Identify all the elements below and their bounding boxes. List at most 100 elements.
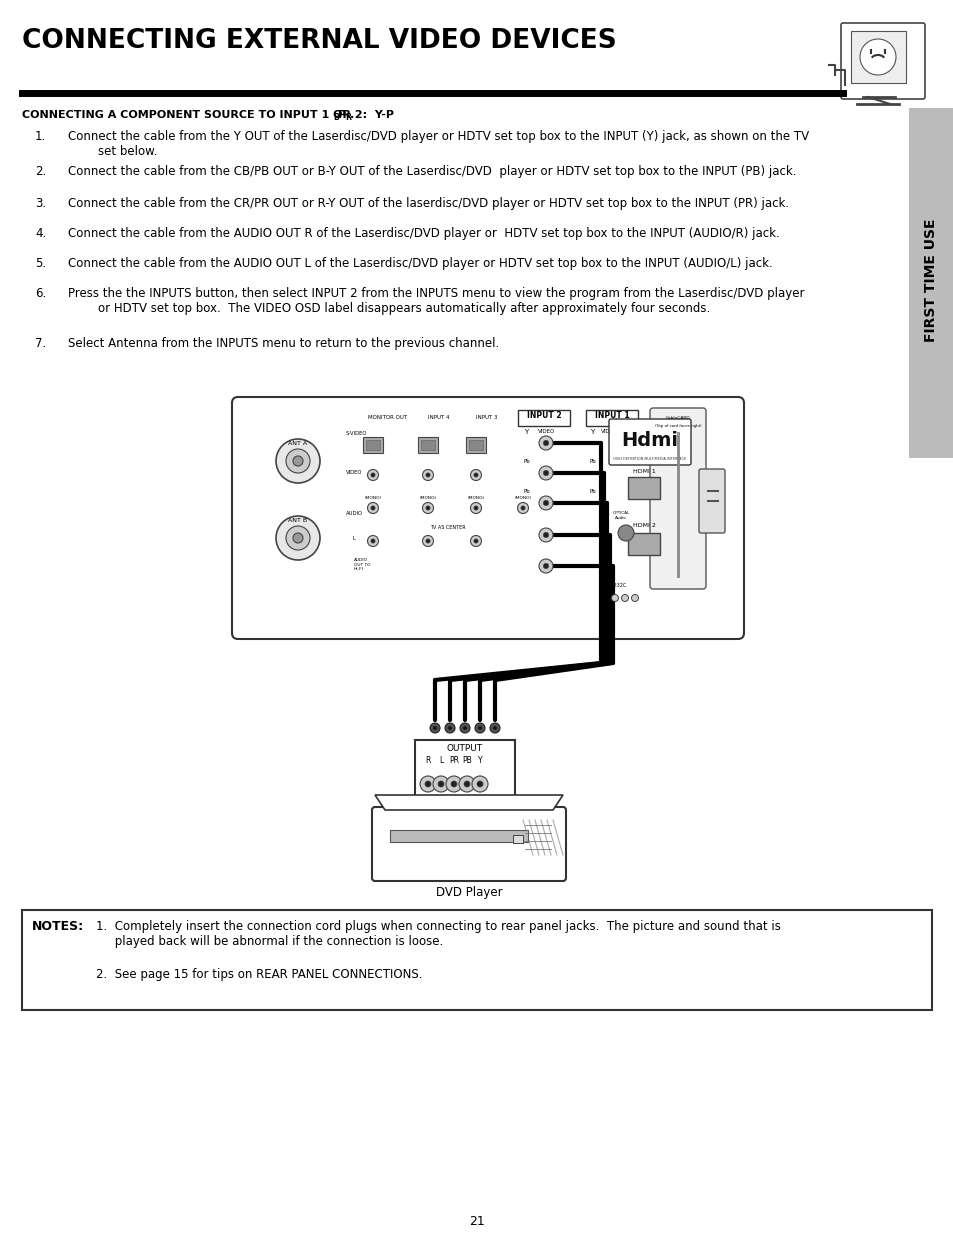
Circle shape	[538, 466, 553, 480]
Text: NOTES:: NOTES:	[32, 920, 84, 932]
Circle shape	[538, 529, 553, 542]
Bar	[363, 437, 382, 453]
Text: P: P	[337, 110, 346, 120]
Bar	[390, 830, 527, 842]
Text: L: L	[353, 536, 355, 541]
Circle shape	[422, 503, 433, 514]
Text: R: R	[425, 756, 430, 764]
Circle shape	[520, 506, 524, 510]
Circle shape	[543, 441, 548, 446]
Circle shape	[543, 563, 548, 568]
Circle shape	[631, 594, 638, 601]
FancyBboxPatch shape	[699, 469, 724, 534]
Circle shape	[474, 473, 477, 477]
Circle shape	[371, 473, 375, 477]
Text: 4.: 4.	[35, 227, 46, 240]
Text: .: .	[350, 110, 354, 120]
Text: VIDEO: VIDEO	[537, 429, 555, 433]
Circle shape	[422, 536, 433, 547]
Text: 5.: 5.	[35, 257, 46, 270]
Text: (MONO): (MONO)	[514, 496, 531, 500]
Text: PR: PR	[449, 756, 458, 764]
Circle shape	[371, 538, 375, 543]
Text: Connect the cable from the CB/PB OUT or B-Y OUT of the Laserdisc/DVD  player or : Connect the cable from the CB/PB OUT or …	[68, 165, 796, 178]
Text: 3.: 3.	[35, 198, 46, 210]
Circle shape	[543, 500, 548, 505]
FancyBboxPatch shape	[649, 408, 705, 589]
Text: 1.: 1.	[35, 130, 46, 143]
Bar	[469, 440, 482, 450]
Circle shape	[620, 594, 628, 601]
Bar	[366, 440, 379, 450]
Circle shape	[543, 532, 548, 537]
Text: RS232C: RS232C	[607, 583, 626, 588]
Circle shape	[367, 503, 378, 514]
Circle shape	[286, 526, 310, 550]
Circle shape	[446, 776, 461, 792]
Circle shape	[451, 781, 456, 787]
Circle shape	[538, 436, 553, 450]
Text: INPUT 4: INPUT 4	[428, 415, 449, 420]
Text: DVD Player: DVD Player	[436, 885, 502, 899]
Text: ANT A: ANT A	[288, 441, 307, 446]
Text: MONITOR OUT: MONITOR OUT	[368, 415, 407, 420]
Circle shape	[433, 776, 449, 792]
FancyBboxPatch shape	[841, 23, 924, 99]
Circle shape	[367, 536, 378, 547]
Text: HDMI 2: HDMI 2	[632, 522, 655, 529]
Circle shape	[538, 559, 553, 573]
Circle shape	[470, 469, 481, 480]
Text: 2.: 2.	[35, 165, 46, 178]
Circle shape	[293, 534, 303, 543]
Text: INPUT 2: INPUT 2	[526, 411, 560, 420]
Text: L: L	[438, 756, 442, 764]
Text: (MONO): (MONO)	[419, 496, 436, 500]
Circle shape	[424, 781, 431, 787]
Bar	[627, 534, 659, 555]
Text: PB: PB	[461, 756, 472, 764]
Bar	[415, 740, 515, 798]
Text: OUTPUT: OUTPUT	[446, 743, 482, 753]
Text: 7.: 7.	[35, 337, 46, 350]
Text: AUDIO: AUDIO	[346, 511, 363, 516]
Text: ANT B: ANT B	[288, 517, 307, 522]
Circle shape	[433, 726, 436, 730]
Circle shape	[477, 726, 481, 730]
Circle shape	[517, 503, 528, 514]
Text: 1.  Completely insert the connection cord plugs when connecting to rear panel ja: 1. Completely insert the connection cord…	[96, 920, 781, 948]
Circle shape	[538, 496, 553, 510]
Text: 6.: 6.	[35, 287, 46, 300]
FancyBboxPatch shape	[232, 396, 743, 638]
Circle shape	[543, 471, 548, 475]
Bar	[513, 835, 522, 844]
Text: 2.  See page 15 for tips on REAR PANEL CONNECTIONS.: 2. See page 15 for tips on REAR PANEL CO…	[96, 968, 422, 981]
Text: HDMI 1: HDMI 1	[632, 469, 655, 474]
Circle shape	[275, 438, 319, 483]
Bar	[417, 437, 437, 453]
Text: VIDEO: VIDEO	[600, 429, 618, 433]
Circle shape	[472, 776, 488, 792]
Text: Y: Y	[589, 429, 594, 435]
Circle shape	[422, 469, 433, 480]
Text: FIRST TIME USE: FIRST TIME USE	[923, 219, 937, 342]
Circle shape	[490, 722, 499, 734]
Circle shape	[425, 473, 430, 477]
Circle shape	[859, 40, 895, 75]
Circle shape	[463, 781, 470, 787]
Circle shape	[419, 776, 436, 792]
Text: Hdmi: Hdmi	[620, 431, 678, 450]
Circle shape	[425, 538, 430, 543]
Text: HIGH DEFINITION MULTIMEDIA INTERFACE: HIGH DEFINITION MULTIMEDIA INTERFACE	[613, 457, 686, 461]
Text: OPTICAL
Audio: OPTICAL Audio	[612, 511, 629, 520]
Text: Connect the cable from the AUDIO OUT L of the Laserdisc/DVD player or HDTV set t: Connect the cable from the AUDIO OUT L o…	[68, 257, 772, 270]
Text: Select Antenna from the INPUTS menu to return to the previous channel.: Select Antenna from the INPUTS menu to r…	[68, 337, 498, 350]
Text: Connect the cable from the CR/PR OUT or R-Y OUT of the laserdisc/DVD player or H: Connect the cable from the CR/PR OUT or …	[68, 198, 788, 210]
Bar	[420, 440, 435, 450]
Bar	[908, 107, 953, 458]
Circle shape	[430, 722, 439, 734]
Circle shape	[458, 776, 475, 792]
Circle shape	[459, 722, 470, 734]
Bar	[465, 437, 485, 453]
Circle shape	[367, 469, 378, 480]
Circle shape	[444, 722, 455, 734]
